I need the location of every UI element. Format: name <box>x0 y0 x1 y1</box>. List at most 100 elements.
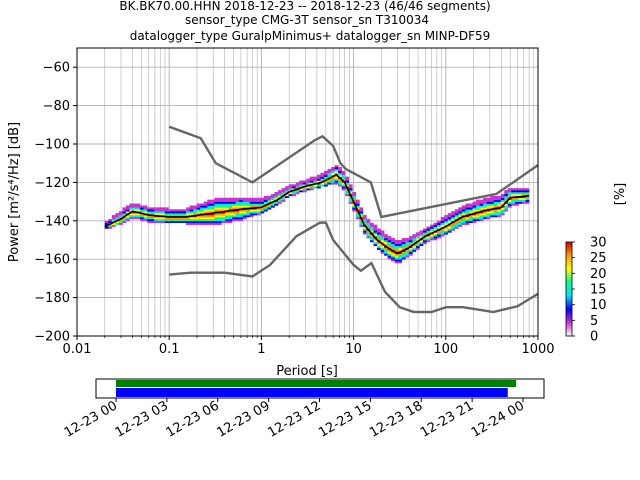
heatmap-cell <box>118 215 123 218</box>
heatmap-cell <box>476 205 480 208</box>
heatmap-cell <box>426 238 431 241</box>
heatmap-cell <box>217 205 222 208</box>
y-tick-label: −180 <box>34 291 70 306</box>
heatmap-cell <box>186 222 190 225</box>
y-axis-ticks: −200 −180 −160 −140 −120 −100 −80 −60 <box>34 61 77 345</box>
heatmap-cell <box>472 218 477 222</box>
heatmap-cell <box>444 216 449 220</box>
heatmap-cell <box>405 245 410 248</box>
heatmap-cell <box>186 218 190 222</box>
heatmap-cell <box>401 240 406 243</box>
heatmap-cell <box>490 197 495 200</box>
heatmap-cell <box>168 218 173 222</box>
heatmap-cell <box>249 215 254 218</box>
heatmap-cell <box>235 199 240 202</box>
heatmap-cell <box>380 251 385 254</box>
heatmap-cell <box>454 209 459 212</box>
heatmap-cell <box>129 216 134 220</box>
heatmap-cell <box>143 209 148 212</box>
heatmap-cell <box>521 197 526 200</box>
heatmap-cell <box>235 215 240 218</box>
heatmap-cell <box>232 199 236 202</box>
heatmap-cell <box>422 230 427 233</box>
heatmap-cell <box>352 197 357 200</box>
heatmap-cell <box>210 205 215 208</box>
heatmap-cell <box>451 222 456 225</box>
heatmap-cell <box>493 215 498 218</box>
heatmap-cell <box>490 209 495 212</box>
heatmap-cell <box>221 197 226 200</box>
heatmap-cell <box>348 188 353 191</box>
heatmap-cell <box>260 197 265 200</box>
heatmap-cell <box>108 226 113 229</box>
heatmap-cell <box>239 216 243 220</box>
heatmap-cell <box>341 182 346 185</box>
heatmap-cell <box>373 234 378 237</box>
heatmap-cell <box>108 220 113 224</box>
heatmap-cell <box>479 203 484 206</box>
heatmap-cell <box>479 201 484 204</box>
x-tick-label: 0.01 <box>63 342 92 357</box>
heatmap-cell <box>366 222 371 225</box>
heatmap-cell <box>260 209 265 212</box>
heatmap-cell <box>444 220 449 224</box>
heatmap-cell <box>221 220 226 224</box>
heatmap-cell <box>511 188 516 191</box>
heatmap-cell <box>398 241 403 245</box>
heatmap-cell <box>210 209 215 212</box>
heatmap-cell <box>430 224 434 227</box>
heatmap-cell <box>479 209 484 212</box>
heatmap-cell <box>207 216 212 220</box>
heatmap-cell <box>249 203 254 206</box>
heatmap-cell <box>182 209 187 212</box>
heatmap-cell <box>302 184 307 187</box>
heatmap-cell <box>341 170 346 174</box>
heatmap-cell <box>422 238 427 241</box>
heatmap-cell <box>246 205 251 208</box>
heatmap-cell <box>500 209 505 212</box>
y-tick-label: −60 <box>43 61 70 76</box>
heatmap-cell <box>359 209 364 212</box>
x-tick-label: 1 <box>257 342 265 357</box>
heatmap-cell <box>415 238 420 241</box>
heatmap-cell <box>203 211 208 214</box>
heatmap-cell <box>454 211 459 214</box>
heatmap-cell <box>115 220 120 224</box>
heatmap-cell <box>161 218 166 222</box>
heatmap-cell <box>179 213 183 216</box>
heatmap-cell <box>525 197 530 200</box>
heatmap-cell <box>221 207 226 210</box>
heatmap-cell <box>391 257 396 260</box>
y-axis-label: Power [m²/s⁴/Hz] [dB] <box>7 122 22 262</box>
heatmap-cell <box>267 195 272 199</box>
heatmap-cell <box>214 199 219 202</box>
timeline-tick-label: 12-23 15 <box>316 398 374 440</box>
heatmap-cell <box>235 205 240 208</box>
heatmap-cell <box>203 218 208 222</box>
heatmap-cell <box>323 172 328 176</box>
heatmap-cell <box>253 205 258 208</box>
heatmap-cell <box>514 188 519 191</box>
heatmap-cell <box>278 199 282 202</box>
heatmap-cell <box>461 218 466 222</box>
heatmap-cell <box>451 215 456 218</box>
heatmap-cell <box>285 193 289 197</box>
heatmap-cell <box>415 243 420 247</box>
heatmap-cell <box>500 211 505 214</box>
heatmap-cell <box>366 220 371 224</box>
heatmap-cell <box>415 241 420 245</box>
heatmap-cell <box>256 199 261 202</box>
y-tick-label: −160 <box>34 253 70 268</box>
heatmap-cell <box>327 178 332 181</box>
heatmap-cell <box>454 213 459 216</box>
heatmap-cell <box>483 211 487 214</box>
heatmap-cell <box>415 236 420 239</box>
heatmap-cell <box>504 195 509 199</box>
heatmap-cell <box>157 220 162 224</box>
heatmap-cell <box>401 247 406 250</box>
plot-background <box>77 48 538 336</box>
heatmap-cell <box>476 213 480 216</box>
heatmap-cell <box>345 176 350 179</box>
